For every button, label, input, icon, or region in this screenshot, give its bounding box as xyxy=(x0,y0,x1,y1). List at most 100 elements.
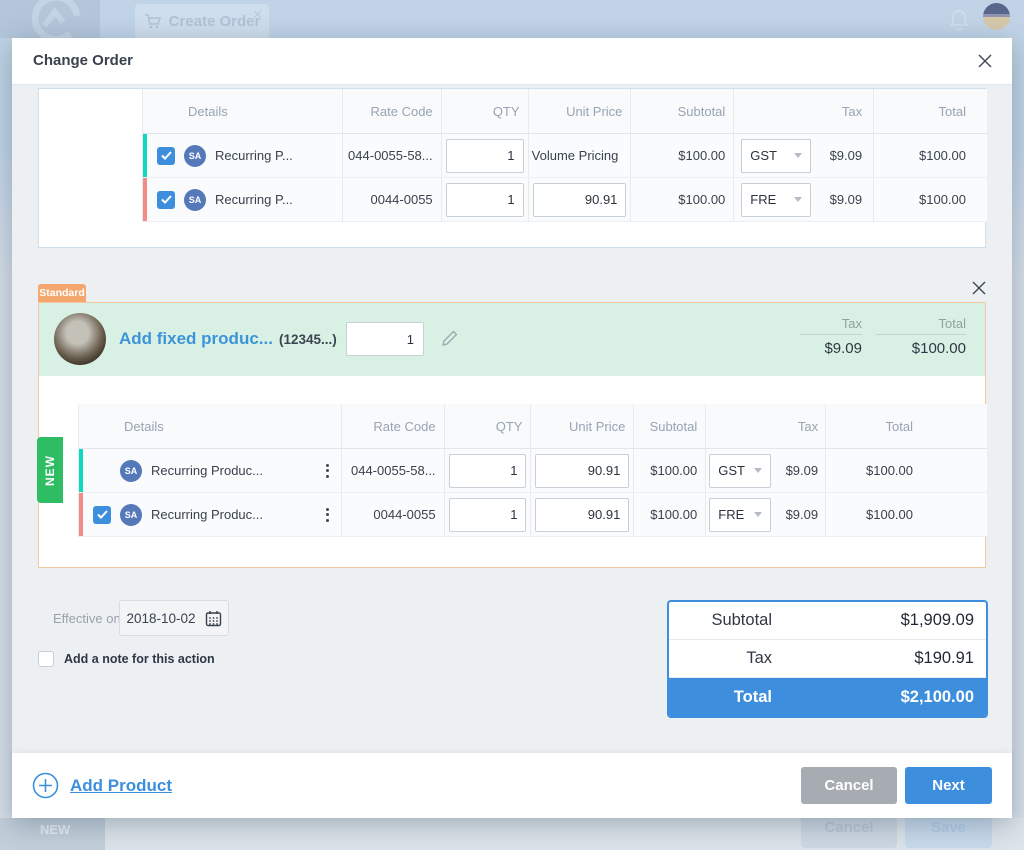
qty-input[interactable] xyxy=(445,182,524,217)
chevron-down-icon xyxy=(794,153,803,158)
qty-input[interactable] xyxy=(448,453,527,488)
row-checkbox[interactable] xyxy=(157,190,175,209)
qty-cell xyxy=(442,178,529,221)
row-accent-bar xyxy=(79,493,83,536)
tax-code-select[interactable]: GST xyxy=(741,138,812,173)
row-checkbox[interactable] xyxy=(157,146,175,165)
product-type-badge: SA xyxy=(184,144,206,167)
rate-code-cell: 0044-0055 xyxy=(343,178,442,221)
qty-cell xyxy=(445,449,532,492)
product-name: Recurring Produc... xyxy=(151,507,263,522)
unit-price-input[interactable] xyxy=(532,182,627,217)
note-checkbox[interactable] xyxy=(38,651,54,667)
product-name: Recurring Produc... xyxy=(151,463,263,478)
qty-cell xyxy=(442,134,529,177)
header-rate-code: Rate Code xyxy=(343,89,442,133)
tax-cell: FRE $9.09 xyxy=(706,493,827,536)
order-items-table: Details Rate Code QTY Unit Price Subtota… xyxy=(142,89,987,222)
tax-amount: $9.09 xyxy=(785,463,819,478)
row-accent-bar xyxy=(143,134,147,177)
row-menu-icon[interactable] xyxy=(322,504,333,526)
header-qty: QTY xyxy=(442,89,529,133)
new-product-qty-input[interactable] xyxy=(346,322,424,356)
product-name: Recurring P... xyxy=(215,148,293,163)
new-product-card: Add fixed produc...(12345...) Tax $9.09 … xyxy=(38,302,987,568)
unit-price-input[interactable] xyxy=(535,453,630,488)
add-product-link[interactable]: Add Product xyxy=(32,772,172,799)
qty-input[interactable] xyxy=(448,497,527,532)
notifications-bell-icon[interactable] xyxy=(948,8,970,37)
rate-code-cell: 0044-0055 xyxy=(342,493,445,536)
cancel-button[interactable]: Cancel xyxy=(801,767,897,804)
table-row: SA Recurring Produc... 0044-0055 $100.00 xyxy=(79,493,987,537)
summary-subtotal-row: Subtotal $1,909.09 xyxy=(669,602,986,640)
tax-code-select[interactable]: GST xyxy=(709,453,772,488)
tab-close-icon[interactable]: ✕ xyxy=(252,7,263,22)
header-total: Total xyxy=(938,103,966,119)
tax-code-select[interactable]: FRE xyxy=(741,182,812,217)
subtotal-cell: $100.00 xyxy=(631,178,735,221)
modal-header: Change Order xyxy=(12,38,1012,85)
header-total: Total xyxy=(885,418,913,434)
tax-amount: $9.09 xyxy=(785,507,819,522)
tax-code-select[interactable]: FRE xyxy=(709,497,772,532)
row-menu-icon[interactable] xyxy=(322,460,333,482)
note-row: Add a note for this action xyxy=(38,651,215,667)
tax-cell: GST $9.09 xyxy=(706,449,827,492)
user-avatar[interactable] xyxy=(983,3,1010,30)
tax-cell: FRE $9.09 xyxy=(734,178,875,221)
header-tax: Tax xyxy=(734,89,875,133)
tax-cell: GST $9.09 xyxy=(734,134,875,177)
order-items-card: Details Rate Code QTY Unit Price Subtota… xyxy=(38,88,987,248)
change-order-modal: Change Order Details Rate Code QTY Unit … xyxy=(12,38,1012,818)
summary-total-row: Total $2,100.00 xyxy=(669,678,986,716)
new-product-name-link[interactable]: Add fixed produc... (12345...) xyxy=(119,329,337,348)
header-unit-price: Unit Price xyxy=(531,404,635,448)
unit-price-cell xyxy=(531,449,635,492)
table-header-row: Details Rate Code QTY Unit Price Subtota… xyxy=(79,404,987,449)
tax-amount: $9.09 xyxy=(829,148,863,163)
band-tax-label: Tax xyxy=(800,316,862,335)
header-qty: QTY xyxy=(445,404,532,448)
modal-close-icon[interactable] xyxy=(977,53,993,74)
product-image xyxy=(54,313,106,365)
new-product-table: Details Rate Code QTY Unit Price Subtota… xyxy=(78,404,987,537)
row-checkbox[interactable] xyxy=(93,505,111,524)
unit-price-input[interactable] xyxy=(535,497,630,532)
header-tax: Tax xyxy=(706,404,827,448)
product-name: Recurring P... xyxy=(215,192,293,207)
effective-date-picker[interactable]: 2018-10-02 xyxy=(119,600,229,636)
pencil-icon[interactable] xyxy=(441,329,459,352)
product-type-badge: SA xyxy=(120,459,142,482)
table-row: SA Recurring P... 044-0055-58... Volume … xyxy=(143,134,987,178)
header-rate-code: Rate Code xyxy=(342,404,445,448)
chevron-down-icon xyxy=(754,468,763,473)
subtotal-cell: $100.00 xyxy=(631,134,735,177)
order-summary: Subtotal $1,909.09 Tax $190.91 Total $2,… xyxy=(667,600,988,718)
row-accent-bar xyxy=(143,178,147,221)
product-type-badge: SA xyxy=(120,503,142,526)
qty-input[interactable] xyxy=(445,138,524,173)
app-logo xyxy=(0,0,100,43)
logo-icon xyxy=(31,0,81,43)
standard-tag: Standard xyxy=(38,284,86,302)
new-product-header: Add fixed produc...(12345...) Tax $9.09 … xyxy=(39,303,985,376)
header-details: Details xyxy=(79,404,342,448)
calendar-icon xyxy=(205,610,221,626)
header-subtotal: Subtotal xyxy=(631,89,735,133)
header-subtotal: Subtotal xyxy=(634,404,707,448)
chevron-down-icon xyxy=(794,197,803,202)
next-button[interactable]: Next xyxy=(905,767,992,804)
cart-icon xyxy=(144,13,161,28)
table-header-row: Details Rate Code QTY Unit Price Subtota… xyxy=(143,89,987,134)
modal-title: Change Order xyxy=(33,52,134,69)
table-row: SA Recurring Produc... 044-0055-58... $1… xyxy=(79,449,987,493)
effective-on-label: Effective on xyxy=(53,611,121,626)
remove-product-icon[interactable] xyxy=(971,280,987,301)
row-accent-bar xyxy=(79,449,83,492)
create-order-tab[interactable]: Create Order ✕ xyxy=(135,4,269,38)
total-cell: $100.00 xyxy=(866,463,913,478)
new-product-side-badge: NEW xyxy=(37,437,63,503)
modal-footer: Add Product Cancel Next xyxy=(12,753,1012,818)
